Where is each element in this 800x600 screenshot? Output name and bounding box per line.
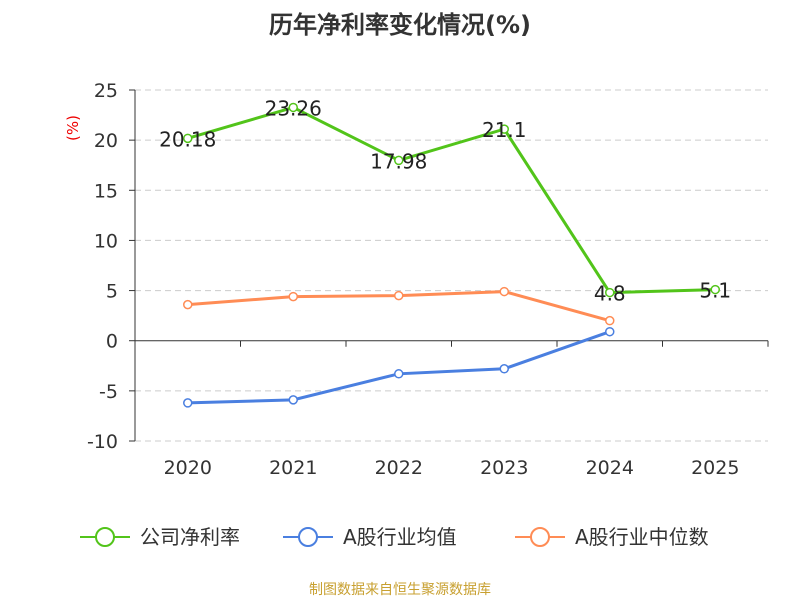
data-point: [394, 155, 404, 166]
y-tick-label: 15: [94, 180, 118, 202]
data-point: [605, 287, 615, 298]
data-point: [605, 326, 615, 337]
x-tick-label: 2020: [164, 457, 212, 479]
data-point: [605, 315, 615, 326]
y-tick-label: 0: [106, 331, 118, 353]
data-label: 20.18: [159, 127, 216, 151]
data-point: [499, 364, 509, 374]
data-label: 23.26: [265, 96, 322, 120]
y-tick-label: -10: [87, 431, 118, 453]
legend-marker: [95, 527, 115, 547]
y-tick-label: 10: [94, 230, 118, 252]
y-axis-label: (%): [64, 115, 82, 141]
series-line: [187, 105, 716, 295]
legend-marker: [530, 527, 550, 547]
x-tick-label: 2022: [375, 457, 423, 479]
data-label: 5.1: [699, 279, 731, 303]
data-label: 17.98: [370, 149, 427, 173]
source-note: 制图数据来自恒生聚源数据库: [309, 582, 491, 598]
data-point: [288, 291, 298, 302]
data-label: 21.1: [482, 118, 527, 142]
data-point: [710, 284, 720, 295]
data-point: [288, 395, 298, 405]
y-tick-label: 20: [94, 130, 118, 152]
data-point: [394, 290, 404, 301]
data-point: [183, 398, 193, 408]
data-point: [394, 369, 404, 379]
legend-marker: [298, 527, 318, 547]
y-tick-label: 5: [106, 281, 118, 303]
x-tick-label: 2024: [586, 457, 634, 479]
series-line: [187, 330, 611, 405]
data-point: [183, 133, 193, 144]
y-tick-label: 25: [94, 80, 118, 102]
chart-title: 历年净利率变化情况(%): [269, 11, 531, 39]
data-point: [183, 299, 193, 310]
data-point: [288, 102, 298, 113]
legend-label: A股行业中位数: [575, 525, 709, 549]
x-tick-label: 2025: [691, 457, 739, 479]
legend-label: 公司净利率: [140, 525, 240, 549]
y-tick-label: -5: [99, 381, 118, 403]
x-tick-label: 2023: [480, 457, 528, 479]
x-tick-label: 2021: [269, 457, 317, 479]
legend-label: A股行业均值: [343, 525, 457, 549]
data-point: [499, 286, 509, 297]
data-point: [499, 124, 509, 134]
data-label: 4.8: [594, 282, 626, 306]
